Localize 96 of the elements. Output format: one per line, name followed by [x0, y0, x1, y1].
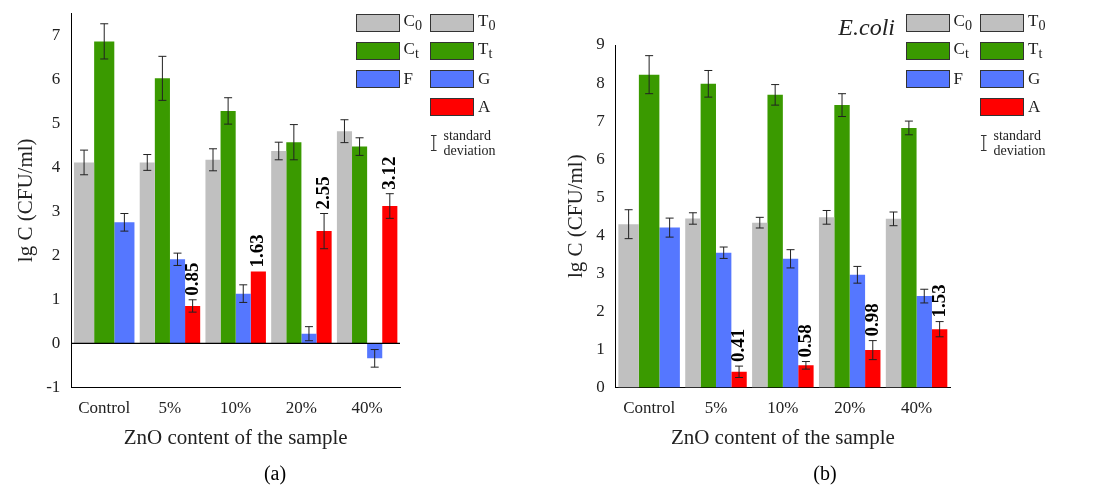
- y-tick-label: 4: [596, 224, 606, 244]
- bar: [885, 218, 902, 388]
- x-tick-label: Control: [623, 398, 676, 418]
- y-tick-label: 9: [596, 34, 605, 54]
- bar: [901, 127, 917, 388]
- y-tick-label: 7: [596, 110, 606, 130]
- y-axis-title: lg C (CFU/ml): [563, 154, 588, 279]
- y-tick-label: -1: [46, 376, 61, 396]
- bar: [286, 142, 302, 344]
- legend-label: C$_{t}$: [403, 39, 419, 63]
- legend-label: T$_{t}$: [1028, 39, 1043, 63]
- legend-label: C$_{0}$: [953, 11, 972, 35]
- data-label: 1.53: [927, 284, 949, 318]
- y-tick-label: 4: [51, 156, 61, 176]
- chart-title: E.coli: [838, 14, 895, 41]
- bar: [169, 259, 186, 344]
- bar: [220, 110, 236, 344]
- data-label: 3.12: [377, 156, 399, 190]
- bar: [767, 94, 783, 388]
- legend-label: T$_{t}$: [478, 39, 493, 63]
- y-tick-label: 5: [596, 186, 605, 206]
- y-tick-label: 3: [51, 200, 61, 220]
- bar: [715, 252, 732, 388]
- legend-label: F: [403, 69, 414, 89]
- x-tick-label: 10%: [767, 398, 799, 418]
- y-tick-label: 7: [51, 24, 61, 44]
- data-label: 0.98: [860, 303, 882, 337]
- bar: [849, 274, 866, 388]
- data-label: 2.55: [311, 176, 333, 210]
- y-tick-label: 8: [596, 72, 605, 92]
- bar: [731, 371, 747, 388]
- legend-label: T$_{0}$: [478, 11, 496, 35]
- bar: [659, 227, 680, 388]
- bar: [916, 296, 932, 388]
- y-tick-label: 5: [51, 112, 61, 132]
- bar: [73, 162, 95, 344]
- bar: [818, 217, 835, 388]
- text: (b): [812, 462, 838, 485]
- text: standard deviation: [443, 128, 497, 158]
- legend-label: T$_{0}$: [1028, 11, 1046, 35]
- x-tick-label: 40%: [351, 398, 383, 418]
- data-label: 0.41: [726, 328, 748, 363]
- y-tick-label: 2: [51, 244, 61, 264]
- x-axis-title: ZnO content of the sample: [123, 424, 348, 449]
- data-label: 0.85: [180, 262, 202, 296]
- legend-label: G: [1028, 69, 1041, 89]
- legend-label: G: [478, 69, 491, 89]
- bar: [931, 329, 948, 388]
- bar: [205, 159, 221, 344]
- bar: [618, 224, 639, 388]
- bar: [336, 131, 353, 344]
- data-label: 0.58: [793, 324, 815, 358]
- bar: [685, 218, 701, 388]
- legend-label: C$_{t}$: [953, 39, 969, 63]
- bar: [798, 365, 814, 388]
- legend-label: F: [953, 69, 964, 89]
- legend-label: A: [1028, 97, 1041, 117]
- y-tick-label: 0: [51, 332, 61, 352]
- x-tick-label: 5%: [704, 398, 728, 418]
- bar: [114, 222, 135, 344]
- bar: [316, 231, 332, 344]
- bar: [638, 74, 660, 388]
- x-tick-label: 20%: [834, 398, 866, 418]
- bar: [154, 78, 170, 344]
- x-axis-title: ZnO content of the sample: [670, 424, 895, 449]
- bar: [352, 146, 368, 344]
- x-tick-label: 5%: [158, 398, 182, 418]
- y-tick-label: 3: [596, 262, 605, 282]
- bar: [382, 206, 398, 344]
- text: (a): [262, 462, 288, 485]
- y-tick-label: 0: [596, 376, 605, 396]
- legend-label: C$_{0}$: [403, 11, 422, 35]
- bar: [139, 162, 155, 344]
- y-axis-title: lg C (CFU/ml): [13, 138, 38, 263]
- bar: [782, 258, 799, 388]
- y-tick-label: 6: [51, 68, 61, 88]
- bar: [834, 105, 850, 388]
- bar: [752, 222, 768, 388]
- bar: [271, 150, 287, 344]
- bar: [94, 41, 115, 344]
- y-tick-label: 1: [51, 288, 61, 308]
- data-label: 1.63: [246, 234, 268, 268]
- bar: [185, 305, 201, 344]
- x-tick-label: Control: [78, 398, 131, 418]
- y-tick-label: 6: [596, 148, 605, 168]
- y-tick-label: 2: [596, 300, 605, 320]
- text: standard deviation: [993, 128, 1047, 158]
- x-tick-label: 40%: [900, 398, 933, 418]
- x-tick-label: 20%: [285, 398, 317, 418]
- x-tick-label: 10%: [220, 398, 252, 418]
- y-tick-label: 1: [596, 338, 605, 358]
- legend-label: A: [478, 97, 491, 117]
- bar: [250, 271, 266, 344]
- bar: [865, 350, 881, 388]
- bar: [235, 293, 251, 344]
- bar: [700, 83, 716, 388]
